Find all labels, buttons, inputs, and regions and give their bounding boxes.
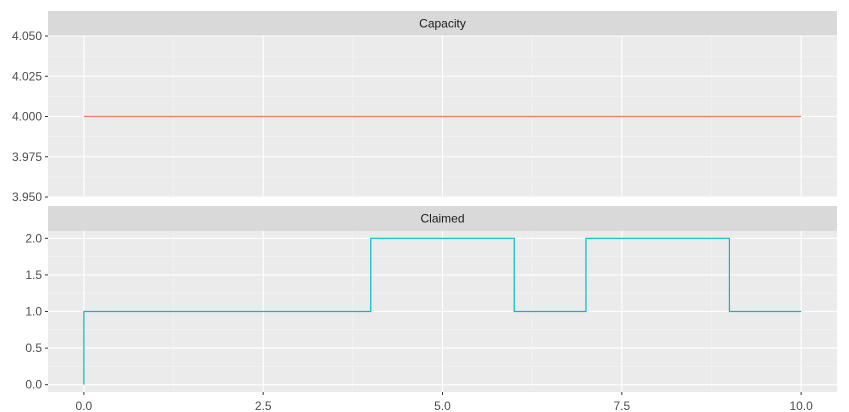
x-tick-label: 2.5	[255, 399, 272, 412]
panel-claimed: Claimed 0.0 0.5 1.0 1.5 2.0	[25, 206, 837, 392]
y-tick-label: 1.5	[25, 268, 42, 282]
x-tick-label: 5.0	[434, 399, 451, 412]
strip-background	[48, 11, 837, 36]
strip-label: Claimed	[420, 212, 464, 226]
series-line-claimed	[83, 237, 802, 385]
y-tick-label: 1.0	[25, 305, 42, 319]
panel-capacity: Capacity 3.950 3.975 4.000 4.025 4.050	[12, 11, 837, 204]
x-tick-label: 10.0	[789, 399, 813, 412]
strip-background	[48, 206, 837, 231]
y-tick-label: 3.975	[12, 150, 42, 164]
y-tick-label: 3.950	[12, 190, 42, 204]
y-tick-label: 4.025	[12, 69, 42, 83]
y-tick-label: 4.000	[12, 110, 42, 124]
y-tick-label: 0.5	[25, 341, 42, 355]
x-tick-label: 7.5	[613, 399, 630, 412]
y-tick-label: 4.050	[12, 29, 42, 43]
x-tick-label: 0.0	[76, 399, 93, 412]
strip-label: Capacity	[419, 17, 466, 31]
y-tick-label: 0.0	[25, 378, 42, 392]
y-tick-label: 2.0	[25, 231, 42, 245]
